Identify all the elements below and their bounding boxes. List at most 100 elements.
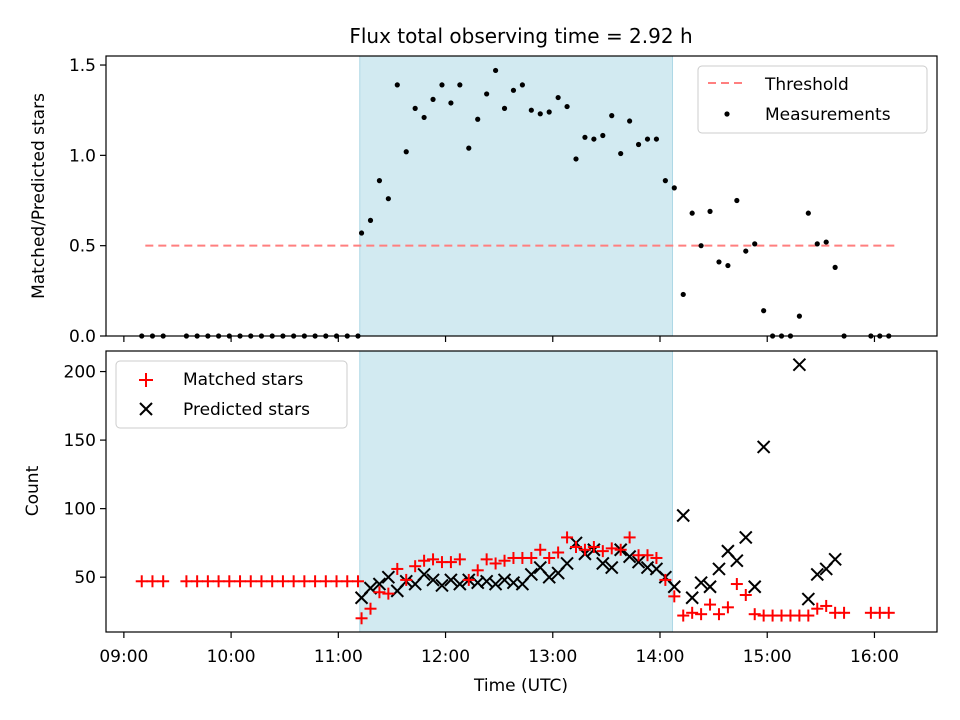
predicted-stars-point: [792, 358, 807, 372]
measurement-point: [546, 109, 552, 115]
predicted-stars-point: [488, 577, 503, 591]
matched-stars-point: [462, 573, 475, 586]
predicted-stars-point: [703, 580, 717, 594]
matched-stars-point: [570, 541, 583, 554]
predicted-stars-point: [730, 554, 744, 568]
measurement-point: [627, 118, 633, 124]
measurement-point: [680, 291, 686, 298]
x-tick-label: 15:00: [743, 647, 792, 667]
predicted-stars-point: [828, 552, 842, 567]
count-y-ticks: 50 100 150 200: [64, 363, 106, 588]
measurement-point: [358, 230, 365, 236]
x-tick-label: 11:00: [314, 647, 363, 667]
ratio-legend-box: [697, 65, 928, 134]
measurement-point: [492, 67, 499, 74]
matched-stars-point: [641, 549, 654, 562]
matched-stars-point: [266, 575, 279, 588]
matched-stars-point: [578, 543, 591, 556]
matched-stars-point: [276, 575, 289, 588]
measurement-point: [484, 91, 490, 97]
matched-stars-point: [341, 575, 354, 588]
measurement-point: [823, 239, 829, 245]
matched-stars-point: [330, 575, 343, 588]
matched-stars-point: [561, 531, 574, 544]
measurement-point: [653, 136, 660, 142]
predicted-stars-point: [676, 508, 690, 523]
matched-legend-swatch: [139, 373, 153, 387]
matched-stars-point: [180, 575, 193, 588]
predicted-stars-point: [631, 555, 646, 569]
predicted-stars-point: [622, 549, 637, 564]
matched-stars-point: [480, 553, 493, 566]
ratio-x-ticks: [123, 336, 876, 342]
ratio-axes-frame: [105, 55, 938, 337]
measurement-point: [582, 134, 588, 140]
matched-stars-point: [525, 551, 538, 564]
measurement-point: [600, 132, 606, 139]
matched-stars-point: [427, 553, 440, 566]
measurement-point: [501, 105, 508, 111]
matched-stars-point: [319, 575, 332, 588]
count-panel: 50 100 150 200 09:00 10:00 11:00 12:00 13:00 14:…: [23, 350, 938, 696]
measurement-point: [439, 82, 445, 88]
matched-stars-point: [223, 575, 236, 588]
matched-stars-point: [298, 575, 311, 588]
matched-stars-point: [146, 575, 159, 588]
matched-stars-point: [730, 578, 743, 591]
measurements-legend-label: Measurements: [765, 105, 891, 125]
observing-window-shade: [359, 55, 674, 337]
ratio-y-ticks: 0.0 0.5 1.0 1.5: [69, 56, 106, 347]
matched-stars-point: [157, 575, 170, 588]
y-tick-label: 1.5: [69, 56, 96, 76]
measurement-point: [725, 262, 731, 269]
predicted-stars-point: [479, 574, 494, 588]
measurement-point: [618, 150, 624, 157]
measurement-point: [510, 87, 517, 93]
predicted-stars-point: [756, 440, 771, 454]
predicted-stars-point: [524, 567, 539, 582]
measurements-legend-swatch: [724, 111, 730, 117]
predicted-stars-point: [694, 575, 708, 590]
matched-stars-point: [695, 608, 708, 621]
matched-stars-point: [811, 602, 824, 615]
predicted-legend-label: Predicted stars: [183, 400, 310, 420]
predicted-stars-point: [381, 570, 396, 584]
measurement-point: [644, 136, 651, 142]
predicted-stars-point: [497, 573, 512, 587]
measurement-point: [403, 149, 409, 155]
matched-stars-point: [838, 606, 851, 619]
matched-stars-point: [212, 575, 225, 588]
measurement-point: [466, 145, 472, 151]
measurement-point: [475, 116, 481, 122]
threshold-legend-label: Threshold: [764, 75, 849, 95]
matched-stars-point: [201, 575, 214, 588]
measurement-point: [537, 111, 543, 117]
y-tick-label: 1.0: [69, 146, 96, 166]
measurement-point: [832, 264, 838, 270]
measurement-point: [752, 241, 758, 247]
measurement-point: [564, 103, 570, 110]
predicted-stars-point: [426, 573, 440, 587]
matched-stars-point: [882, 606, 895, 619]
measurement-point: [689, 210, 695, 216]
predicted-legend-swatch: [139, 402, 153, 416]
measurement-point: [662, 178, 668, 184]
matched-stars-point: [677, 609, 690, 622]
matched-stars-point: [287, 575, 300, 588]
y-tick-label: 100: [64, 500, 96, 520]
matched-stars-point: [418, 554, 431, 567]
count-x-ticks: 09:00 10:00 11:00 12:00 13:00 14:00 15:00 16:00: [99, 632, 899, 667]
matched-stars-point: [659, 573, 672, 586]
matched-stars-point: [820, 599, 833, 612]
predicted-stars-point: [667, 580, 682, 594]
matched-stars-point: [704, 598, 717, 611]
predicted-stars-point: [748, 580, 762, 594]
matched-stars-point: [364, 602, 377, 615]
ratio-y-label: Matched/Predicted stars: [29, 93, 49, 299]
y-tick-label: 0.0: [69, 327, 96, 347]
measurement-point: [555, 94, 561, 101]
matched-stars-point: [191, 575, 204, 588]
measurement-point: [805, 210, 811, 216]
measurement-point: [385, 196, 391, 202]
